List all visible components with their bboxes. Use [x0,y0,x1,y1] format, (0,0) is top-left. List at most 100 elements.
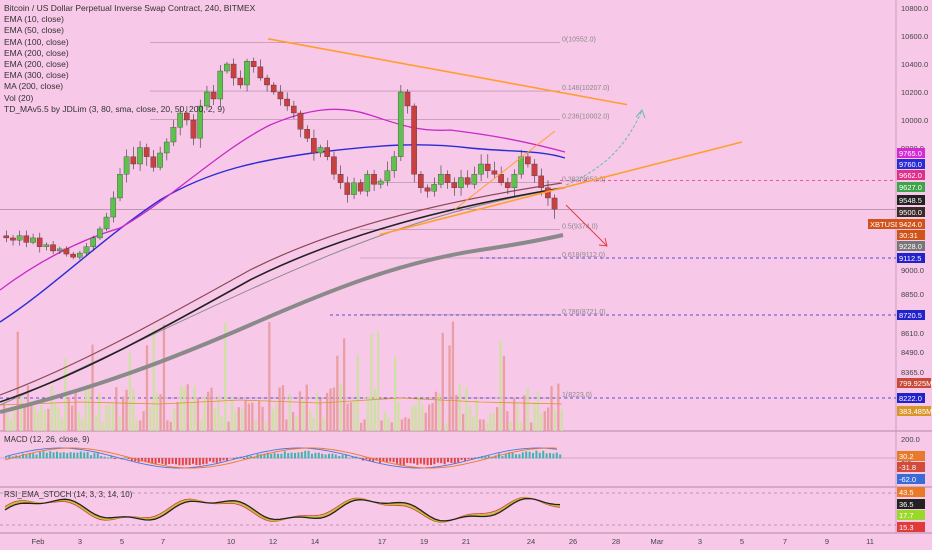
volume-bar [237,407,240,431]
macd-histogram-bar [283,451,286,459]
volume-bar [356,354,359,431]
macd-histogram-bar [460,458,463,460]
volume-bar [186,384,189,431]
macd-line [4,447,558,469]
volume-bar [81,417,84,431]
macd-histogram-bar [188,458,191,466]
macd-histogram-bar [144,458,147,463]
legend-line: EMA (50, close) [4,25,64,36]
price-tag [897,159,925,169]
volume-bar [482,419,485,431]
macd-histogram-bar [321,453,324,459]
volume-bar [383,411,387,431]
candle [170,127,177,143]
macd-histogram-bar [178,458,181,466]
macd-histogram-bar [487,455,490,459]
macd-histogram-bar [154,458,157,465]
volume-bar [438,393,441,431]
candle [177,112,183,128]
macd-histogram-bar [518,454,521,459]
volume-bar [536,392,540,431]
macd-histogram-bar [433,458,436,465]
candle [277,91,284,100]
price-tag-label: 8720.5 [899,311,922,320]
volume-bar [115,387,118,431]
macd-histogram-bar [100,456,103,459]
macd-histogram-bar [294,452,296,459]
candle [110,197,117,218]
volume-bar [77,412,81,431]
stoch-tag-label: 43.5 [899,488,914,497]
macd-histogram-bar [399,458,402,466]
volume-bar [261,406,264,431]
macd-histogram-bar [130,458,133,462]
macd-histogram-bar [416,458,419,465]
volume-bar [431,403,434,431]
stoch-tag [897,510,925,520]
stoch-tag [897,487,925,497]
price-tag-label: 8222.0 [899,394,922,403]
macd-histogram-bar [215,458,218,463]
price-tag-label: 9112.5 [899,254,921,263]
volume-bar [543,411,546,431]
price-tag [897,310,925,320]
volume-bar [173,407,176,431]
price-tag-label: 9765.0 [899,149,922,158]
candle [43,244,50,247]
volume-bar [519,421,523,431]
channel-line [454,130,556,210]
macd-histogram-bar [110,455,113,459]
macd-histogram-bar [42,451,45,459]
macd-histogram-bar [212,458,215,463]
fib-level-label: 0.786(8721.0) [562,309,606,316]
volume-bar [71,405,74,431]
date-tick-label: 14 [311,537,319,546]
price-tag-label: 9424.0 [899,220,922,229]
candle [478,163,484,175]
macd-histogram-bar [69,452,72,459]
macd-title: MACD (12, 26, close, 9) [4,435,90,444]
legend-title: Bitcoin / US Dollar Perpetual Inverse Sw… [4,3,256,13]
date-tick-label: 19 [420,537,428,546]
volume-bar [30,405,33,431]
candle [150,156,157,168]
candle [130,156,137,165]
volume-bar [125,389,128,431]
candle [257,66,264,79]
volume-bar [57,406,60,431]
volume-bar [156,393,159,431]
ma200-gray-line [0,233,564,414]
macd-histogram-bar [552,453,555,459]
volume-bar [132,389,135,431]
volume-bar [241,409,244,431]
volume-bar [360,422,363,431]
price-tag-label: 9500.0 [899,208,922,217]
macd-histogram-bar [151,458,154,464]
macd-histogram-bar [18,456,21,459]
candle [357,182,364,192]
candle [538,175,544,188]
candle [498,174,504,183]
macd-histogram-bar [457,458,460,463]
price-tag-label: 30:31 [899,231,918,240]
candle [210,91,217,100]
candle [97,228,103,239]
macd-histogram-bar [555,452,558,459]
macd-histogram-bar [328,453,330,459]
macd-histogram-bar [76,452,79,459]
candle [63,248,70,255]
candle [10,237,16,241]
candle [157,152,163,168]
macd-tag [897,474,925,484]
candle [50,244,56,252]
price-tag-label: 9662.0 [899,171,922,180]
volume-bar [288,394,291,431]
volume-bar [169,421,172,431]
volume-bar [88,388,91,431]
volume-bar [312,418,315,431]
macd-histogram-bar [171,458,174,464]
volume-bar [98,393,101,431]
price-tag [897,230,925,240]
macd-histogram-bar [32,453,35,459]
